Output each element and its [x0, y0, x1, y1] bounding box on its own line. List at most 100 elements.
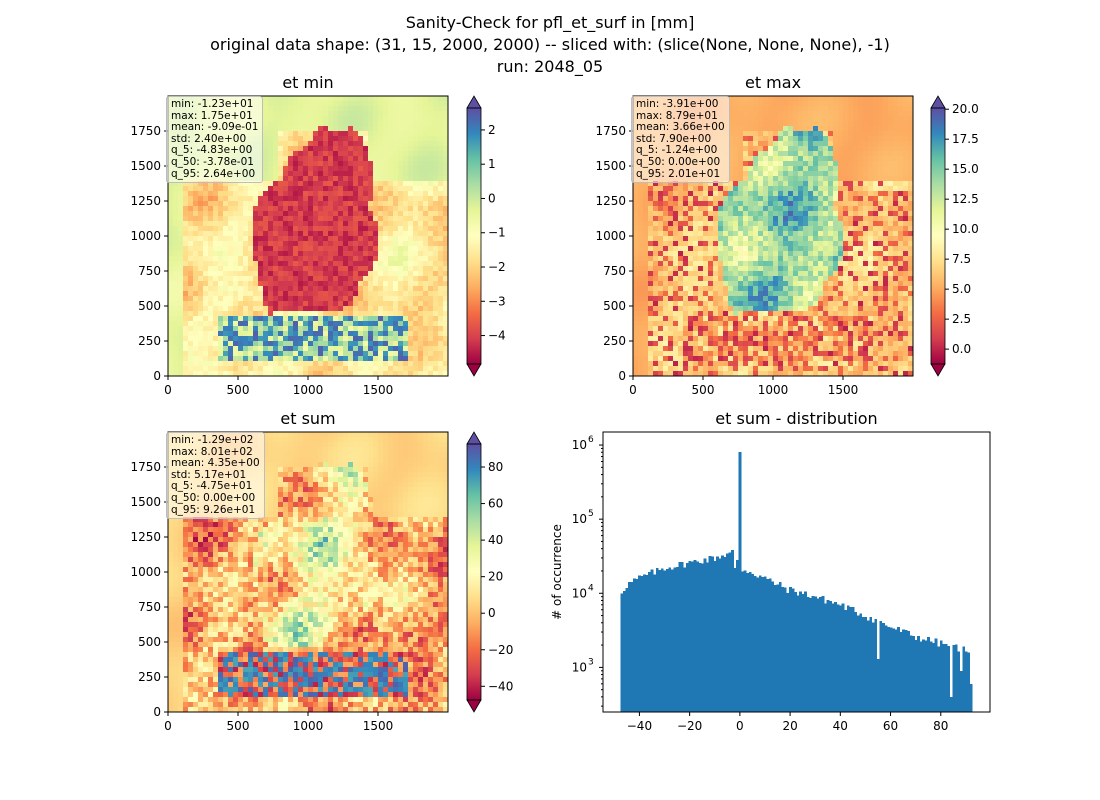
histogram-bar: [912, 635, 915, 712]
stats-line: max: 8.79e+01: [636, 109, 718, 122]
histogram-bar: [849, 606, 853, 712]
panel-title: et min: [282, 73, 333, 92]
histogram-bar: [736, 559, 739, 712]
histogram-bar: [814, 596, 817, 712]
stats-box-et-max: min: -3.91e+00 max: 8.79e+01 mean: 3.66e+0…: [631, 96, 730, 184]
histogram-bar: [758, 575, 762, 712]
histogram-bar: [768, 578, 772, 712]
colorbar-tick-label: 2: [488, 123, 496, 137]
y-tick-label: 10: [572, 660, 587, 674]
histogram-bar: [799, 591, 802, 712]
histogram-bar: [708, 555, 712, 712]
histogram-bar: [929, 641, 933, 712]
histogram-bar: [673, 567, 677, 712]
histogram-bar: [934, 638, 938, 712]
stats-box-et-min: min: -1.23e+01 max: 1.75e+01 mean: -9.09e-…: [166, 96, 264, 184]
histogram-bar: [869, 617, 873, 712]
colorbar-tick-label: −4: [488, 329, 506, 343]
x-tick-label: 1000: [293, 383, 324, 397]
stats-line: mean: 4.35e+00: [171, 457, 260, 470]
histogram-bar: [957, 651, 961, 712]
histogram-bar: [851, 607, 855, 712]
histogram-bar: [967, 652, 971, 712]
histogram-bar: [628, 582, 631, 712]
histogram-bar: [778, 582, 782, 712]
histogram-bar: [856, 615, 860, 712]
histogram-bar: [773, 584, 777, 712]
colorbar: −4 −3 −2 −1 0 1 2: [466, 95, 506, 377]
y-tick-label: 500: [138, 299, 161, 313]
histogram-bar: [897, 627, 900, 712]
histogram-bar: [741, 571, 745, 712]
x-tick-label: −40: [627, 719, 652, 733]
y-tick-label: 10: [572, 438, 587, 452]
histogram-bar: [854, 612, 858, 712]
y-tick-label: 1250: [595, 194, 626, 208]
histogram-bar: [899, 632, 903, 712]
histogram-bar: [711, 556, 714, 712]
y-tick-label: 250: [603, 334, 626, 348]
histogram-bar: [766, 578, 770, 712]
histogram-bar: [841, 603, 845, 712]
histogram-bar: [701, 563, 704, 712]
colorbar-tick-label: −20: [488, 643, 513, 657]
histogram-bar: [678, 561, 682, 712]
histogram-bar: [806, 597, 810, 712]
heatmap-cells: [168, 432, 449, 713]
histogram-bar: [783, 587, 787, 712]
colorbar-extend-max: [466, 431, 482, 445]
histogram-bar: [663, 570, 667, 712]
y-tick-label: 10: [572, 512, 587, 526]
colorbar-frame: [466, 443, 482, 701]
y-tick-exponent: 3: [588, 657, 594, 667]
colorbar-tick-label: 80: [488, 460, 503, 474]
y-tick-label: 1500: [130, 159, 161, 173]
histogram-bar: [889, 627, 893, 712]
histogram-bar: [944, 644, 948, 712]
histogram-bar: [660, 568, 664, 712]
stats-line: q_5: -4.83e+00: [171, 144, 253, 157]
histogram-bar: [655, 567, 659, 712]
histogram-bar: [907, 631, 910, 712]
y-tick-label: 0: [153, 705, 161, 719]
histogram-bar: [859, 613, 863, 712]
histogram-bar: [937, 646, 941, 712]
histogram-bar: [793, 592, 797, 712]
y-tick-label: 0: [618, 369, 626, 383]
y-tick-exponent: 5: [588, 509, 594, 519]
y-tick-label: 500: [138, 635, 161, 649]
histogram-bar: [927, 637, 930, 712]
stats-line: min: -1.29e+02: [171, 434, 254, 446]
histogram-bar: [786, 592, 790, 712]
histogram-bar: [690, 561, 694, 712]
y-axis-label: # of occurrence: [550, 524, 564, 620]
y-tick-label: 750: [138, 600, 161, 614]
stats-line: std: 2.40e+00: [171, 132, 247, 145]
y-tick-label: 10: [572, 586, 587, 600]
histogram-bar: [788, 587, 792, 712]
stats-line: min: -3.91e+00: [636, 98, 719, 110]
histogram-bar: [811, 596, 815, 712]
colorbar-extend-min: [466, 363, 482, 377]
histogram-bar: [718, 558, 722, 712]
histogram-bar: [623, 591, 626, 712]
histogram-bar: [791, 588, 795, 712]
y-tick-label: 1250: [130, 530, 161, 544]
x-tick-label: 1500: [363, 383, 394, 397]
stats-line: mean: -9.09e-01: [171, 121, 259, 134]
histogram-bar: [834, 601, 838, 712]
histogram-bar: [919, 641, 923, 712]
histogram-bar: [959, 670, 963, 712]
histogram-bar: [924, 640, 928, 712]
histogram-bar: [748, 572, 752, 712]
y-tick-label: 250: [138, 670, 161, 684]
stats-line: q_50: 0.00e+00: [171, 491, 256, 504]
histogram-bar: [947, 645, 951, 712]
histogram-bar: [819, 597, 822, 712]
colorbar: 0.0 2.5 5.0 7.5 10.0 12.5 15.0 17.5 20.0: [930, 95, 979, 377]
histogram-bar: [781, 587, 785, 712]
x-tick-label: 1000: [758, 383, 789, 397]
figure-title: Sanity-Check for pfl_et_surf in [mm]: [405, 13, 695, 32]
panel-title: et sum - distribution: [715, 409, 877, 428]
histogram-bar: [688, 560, 692, 712]
